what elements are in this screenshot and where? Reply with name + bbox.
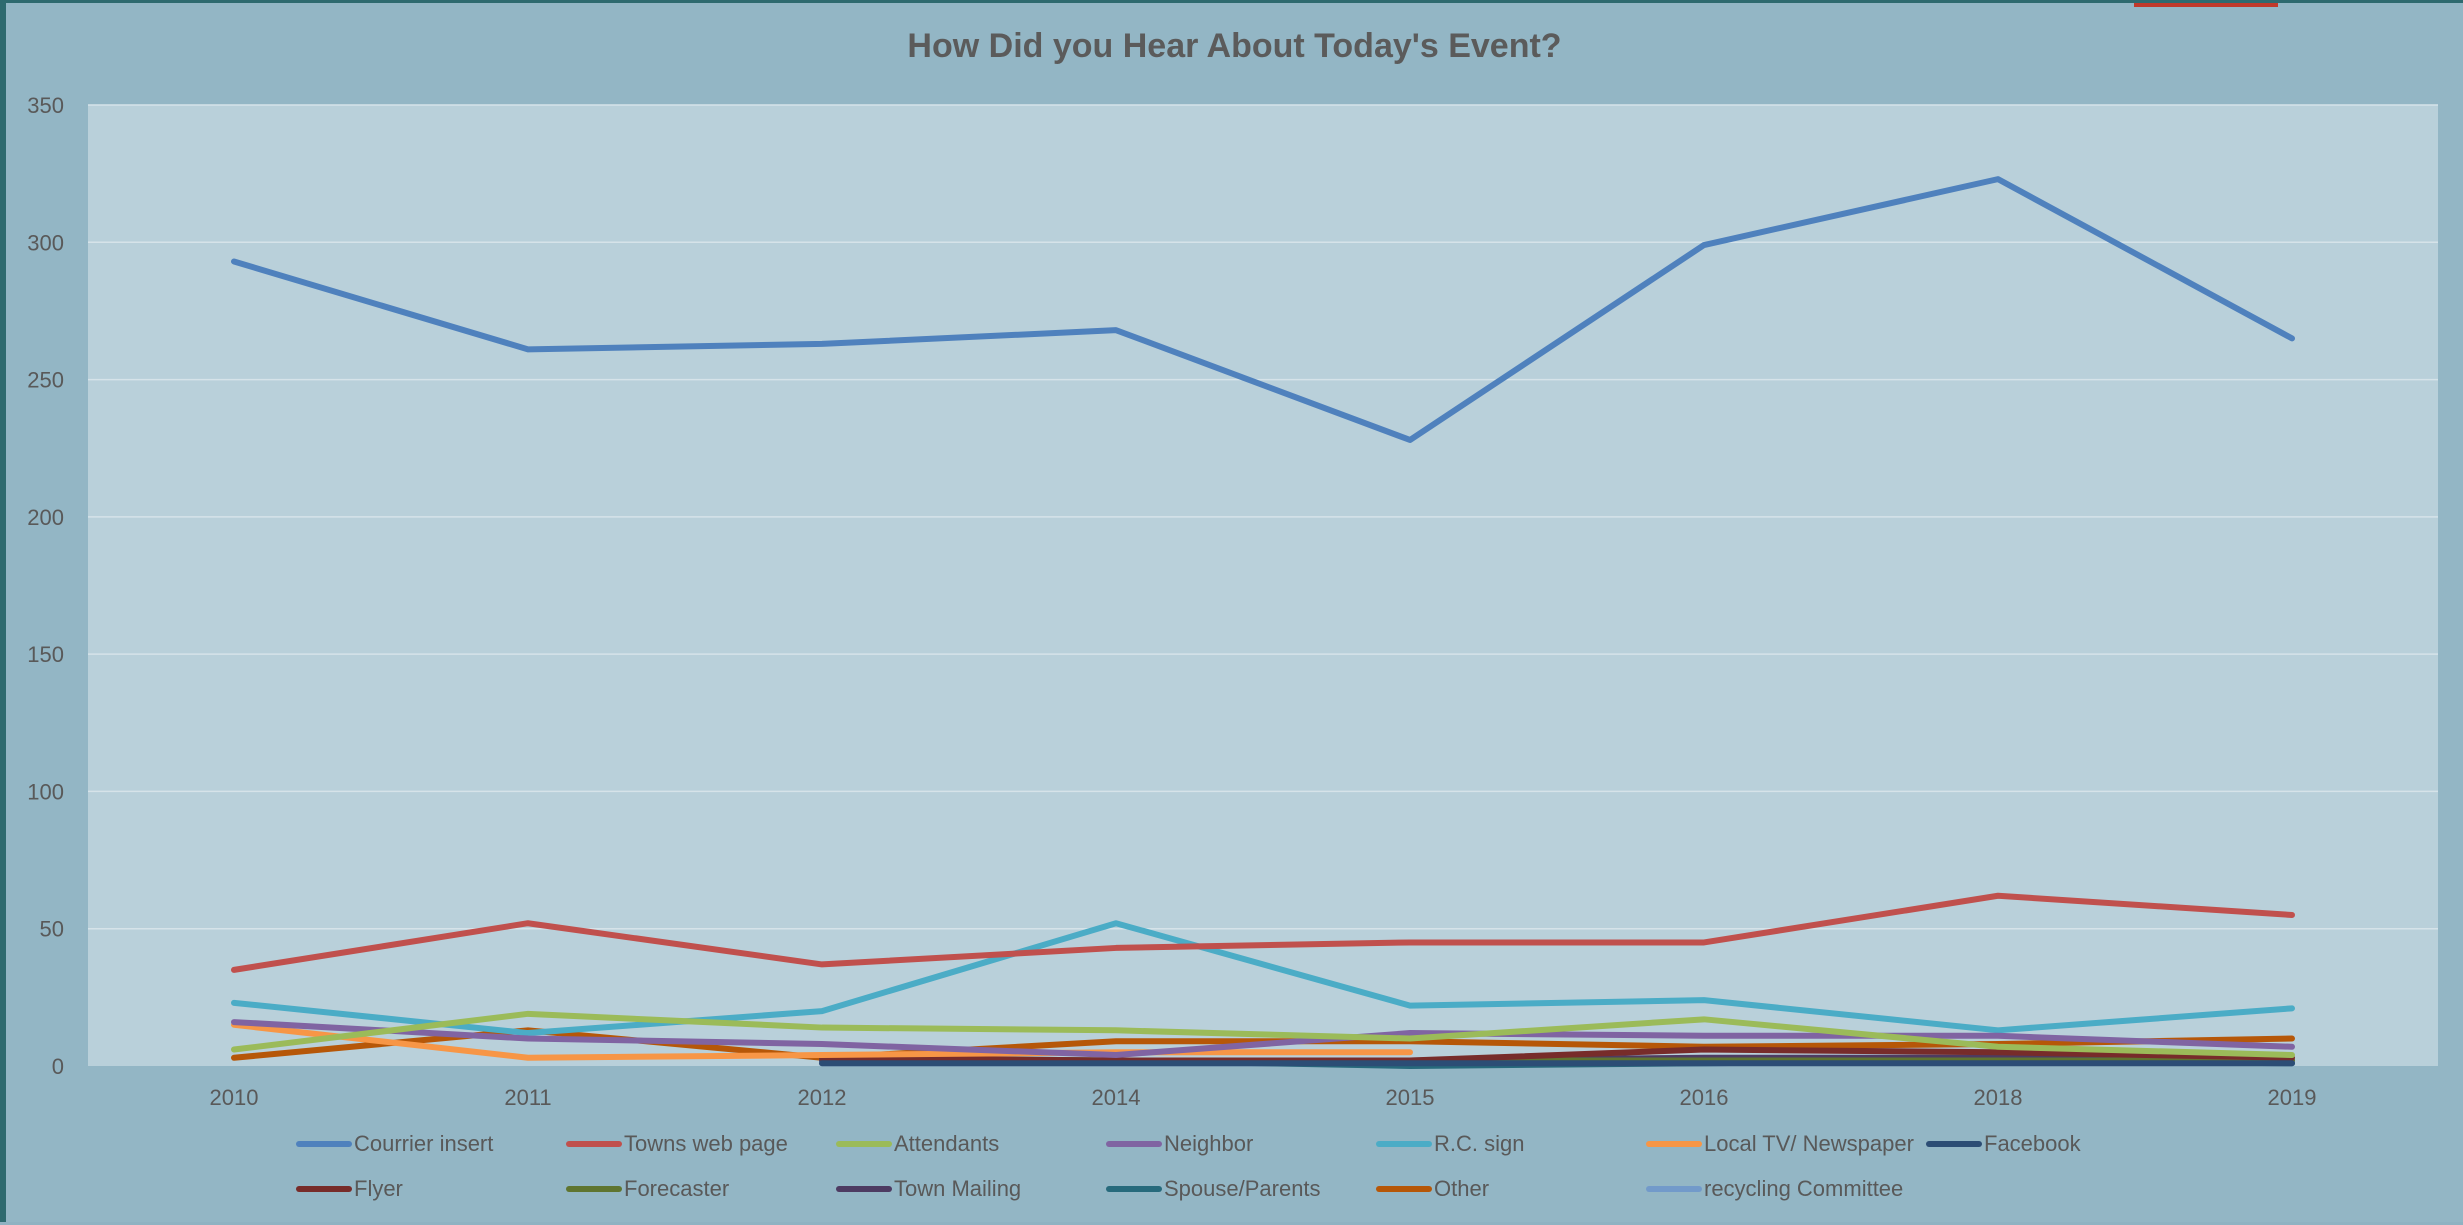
legend-item: Facebook bbox=[1926, 1131, 2081, 1157]
x-tick-label: 2012 bbox=[798, 1085, 847, 1110]
legend-swatch bbox=[836, 1186, 892, 1192]
chart-title: How Did you Hear About Today's Event? bbox=[907, 27, 1562, 65]
series-line-flyer bbox=[819, 1046, 2295, 1064]
series-line-courrier-insert bbox=[231, 176, 2295, 443]
y-tick-label: 150 bbox=[27, 642, 64, 667]
y-tick-label: 0 bbox=[52, 1054, 64, 1079]
legend-swatch bbox=[1106, 1141, 1162, 1147]
legend-item: Spouse/Parents bbox=[1106, 1176, 1321, 1202]
legend-item: R.C. sign bbox=[1376, 1131, 1524, 1157]
legend-swatch bbox=[1646, 1186, 1702, 1192]
legend-label: Towns web page bbox=[624, 1131, 788, 1156]
legend-swatch bbox=[566, 1186, 622, 1192]
legend-item: Towns web page bbox=[566, 1131, 788, 1157]
chart-legend: Courrier insert Towns web page Attendants N… bbox=[296, 1131, 2296, 1221]
series-line-attendants bbox=[231, 1010, 2295, 1059]
legend-item: Other bbox=[1376, 1176, 1489, 1202]
y-tick-label: 50 bbox=[40, 917, 64, 942]
x-tick-label: 2014 bbox=[1092, 1085, 1141, 1110]
y-tick-label: 200 bbox=[27, 505, 64, 530]
legend-swatch bbox=[1646, 1141, 1702, 1147]
series-lines bbox=[231, 176, 2295, 1069]
legend-swatch bbox=[296, 1186, 352, 1192]
x-tick-label: 2015 bbox=[1386, 1085, 1435, 1110]
gridlines bbox=[88, 104, 2438, 930]
legend-label: Facebook bbox=[1984, 1131, 2081, 1156]
legend-label: R.C. sign bbox=[1434, 1131, 1525, 1156]
legend-swatch bbox=[836, 1141, 892, 1147]
y-tick-label: 300 bbox=[27, 230, 64, 255]
legend-item: Flyer bbox=[296, 1176, 403, 1202]
legend-item: Town Mailing bbox=[836, 1176, 1021, 1202]
legend-item: Neighbor bbox=[1106, 1131, 1253, 1157]
y-tick-label: 100 bbox=[27, 779, 64, 804]
legend-swatch bbox=[296, 1141, 352, 1147]
legend-swatch bbox=[566, 1141, 622, 1147]
legend-label: Forecaster bbox=[624, 1176, 730, 1201]
x-tick-label: 2018 bbox=[1974, 1085, 2023, 1110]
legend-label: Courrier insert bbox=[354, 1131, 494, 1156]
legend-swatch bbox=[1376, 1141, 1432, 1147]
legend-label: Attendants bbox=[894, 1131, 1000, 1156]
legend-swatch bbox=[1376, 1186, 1432, 1192]
x-tick-label: 2010 bbox=[210, 1085, 259, 1110]
y-axis-tick-labels: 0 50 100 150 200 250 300 350 bbox=[27, 93, 64, 1079]
legend-item: Attendants bbox=[836, 1131, 999, 1157]
y-tick-label: 250 bbox=[27, 368, 64, 393]
x-tick-label: 2019 bbox=[2268, 1085, 2317, 1110]
y-tick-label: 350 bbox=[27, 93, 64, 118]
series-line-r-c-sign bbox=[231, 920, 2295, 1037]
legend-label: recycling Committee bbox=[1704, 1176, 1904, 1201]
x-axis-tick-labels: 2010 2011 2012 2014 2015 2016 2018 2019 bbox=[210, 1085, 2317, 1110]
series-line-local-tv-newspaper bbox=[231, 1021, 1413, 1061]
legend-label: Flyer bbox=[354, 1176, 403, 1201]
series-line-neighbor bbox=[231, 1019, 2295, 1059]
legend-label: Other bbox=[1434, 1176, 1490, 1201]
legend-swatch bbox=[1106, 1186, 1162, 1192]
legend-label: Spouse/Parents bbox=[1164, 1176, 1321, 1201]
legend-item: Forecaster bbox=[566, 1176, 729, 1202]
legend-swatch bbox=[1926, 1141, 1982, 1147]
legend-item: Courrier insert bbox=[296, 1131, 493, 1157]
x-tick-label: 2016 bbox=[1680, 1085, 1729, 1110]
legend-label: Neighbor bbox=[1164, 1131, 1254, 1156]
series-line-towns-web-page bbox=[231, 892, 2295, 973]
legend-item: recycling Committee bbox=[1646, 1176, 1903, 1202]
red-tab-marker bbox=[2134, 3, 2278, 7]
plot-area bbox=[88, 105, 2438, 1066]
legend-item: Local TV/ Newspaper bbox=[1646, 1131, 1914, 1157]
legend-label: Town Mailing bbox=[894, 1176, 1022, 1201]
legend-label: Local TV/ Newspaper bbox=[1704, 1131, 1914, 1156]
x-tick-label: 2011 bbox=[504, 1085, 551, 1110]
